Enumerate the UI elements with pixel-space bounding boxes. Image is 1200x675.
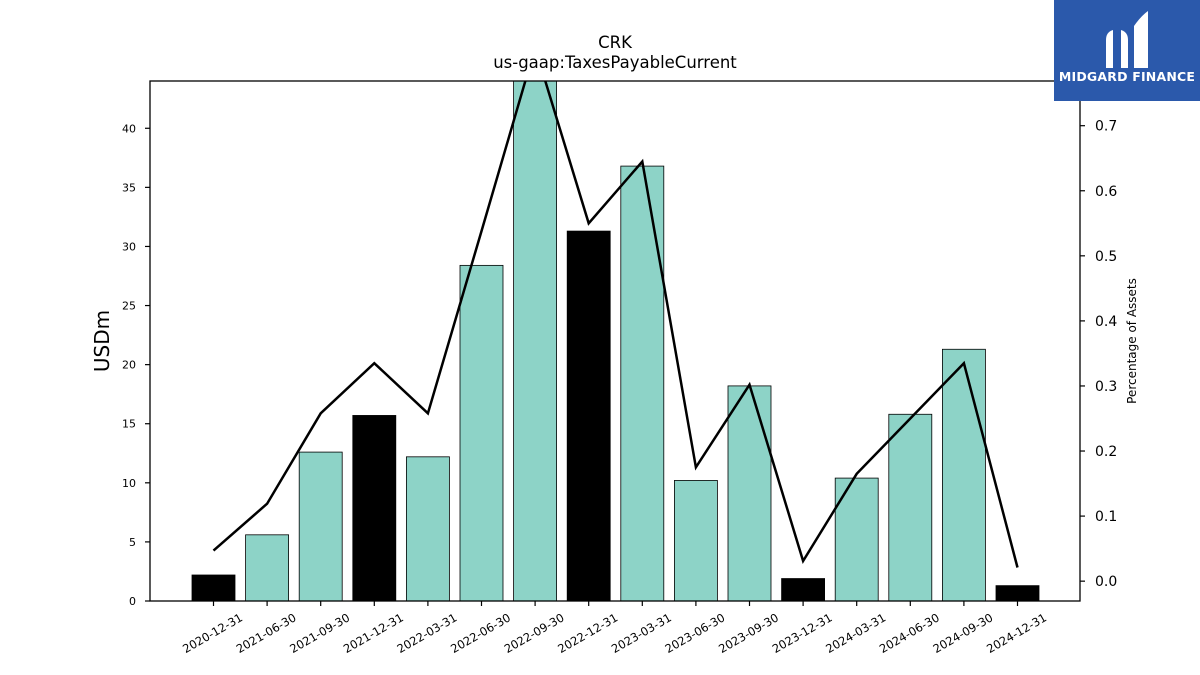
x-tick-label: 2024-06-30 — [877, 610, 942, 656]
y-tick-label: 15 — [122, 418, 136, 431]
y-tick-label: 10 — [122, 477, 136, 490]
y-tick-label: 5 — [129, 536, 136, 549]
bar — [888, 413, 933, 602]
bar — [298, 451, 343, 602]
y-tick-label: 25 — [122, 300, 136, 313]
bar — [245, 534, 290, 602]
bar — [459, 264, 504, 602]
x-tick-label: 2022-06-30 — [448, 610, 513, 656]
bar — [620, 165, 665, 602]
bar — [405, 456, 450, 602]
x-tick-label: 2023-06-30 — [663, 610, 728, 656]
percentage-line — [212, 81, 1019, 568]
bar — [942, 348, 986, 602]
bar — [566, 230, 611, 602]
bar — [513, 80, 557, 602]
bar — [674, 480, 718, 602]
brand-logo: MIDGARD FINANCE — [1054, 0, 1200, 101]
midgard-m-logo-icon — [1106, 11, 1148, 68]
x-tick-label: 2023-03-31 — [609, 610, 674, 656]
bar — [191, 574, 236, 602]
y2-tick-label: 0.0 — [1095, 574, 1117, 590]
y2-tick-label: 0.5 — [1095, 249, 1117, 265]
x-tick-label: 2022-12-31 — [555, 610, 620, 656]
y-tick-label: 40 — [122, 122, 136, 135]
x-tick-label: 2021-06-30 — [234, 610, 299, 656]
x-tick-label: 2020-12-31 — [180, 610, 245, 656]
x-axis: 2020-12-312021-06-302021-09-302021-12-31… — [180, 601, 1049, 656]
x-tick-label: 2021-09-30 — [287, 610, 352, 656]
y2-tick-label: 0.4 — [1095, 314, 1117, 330]
x-tick-label: 2022-09-30 — [502, 610, 567, 656]
x-tick-label: 2021-12-31 — [341, 610, 406, 656]
y2-tick-label: 0.7 — [1095, 119, 1117, 135]
y2-tick-label: 0.3 — [1095, 379, 1117, 395]
plot-frame — [149, 80, 1081, 602]
y-tick-label: 30 — [122, 240, 136, 253]
left-axis: 0 5 10 15 20 25 30 35 40 — [122, 122, 150, 608]
y-axis-label: USDm — [90, 310, 114, 372]
right-axis: 0.0 0.1 0.2 0.3 0.4 0.5 0.6 0.7 — [1080, 119, 1117, 590]
y-tick-label: 0 — [129, 595, 136, 608]
x-tick-label: 2023-09-30 — [716, 610, 781, 656]
bar — [781, 578, 825, 602]
y-tick-label: 35 — [122, 181, 136, 194]
x-tick-label: 2023-12-31 — [770, 610, 835, 656]
chart-subtitle: us-gaap:TaxesPayableCurrent — [493, 53, 737, 72]
bar — [727, 385, 772, 602]
x-tick-label: 2024-12-31 — [984, 610, 1049, 656]
x-tick-label: 2024-03-31 — [823, 610, 888, 656]
y2-tick-label: 0.1 — [1095, 509, 1117, 525]
x-tick-label: 2024-09-30 — [931, 610, 996, 656]
y2-tick-label: 0.6 — [1095, 184, 1117, 200]
chart-title: CRK — [598, 33, 633, 52]
y2-axis-label: Percentage of Assets — [1125, 278, 1139, 404]
bar-series — [191, 80, 1040, 602]
x-tick-label: 2022-03-31 — [395, 610, 460, 656]
y-tick-label: 20 — [122, 359, 136, 372]
bar — [995, 585, 1040, 602]
brand-name: MIDGARD FINANCE — [1058, 69, 1196, 84]
bar — [352, 415, 397, 602]
y2-tick-label: 0.2 — [1095, 444, 1117, 460]
